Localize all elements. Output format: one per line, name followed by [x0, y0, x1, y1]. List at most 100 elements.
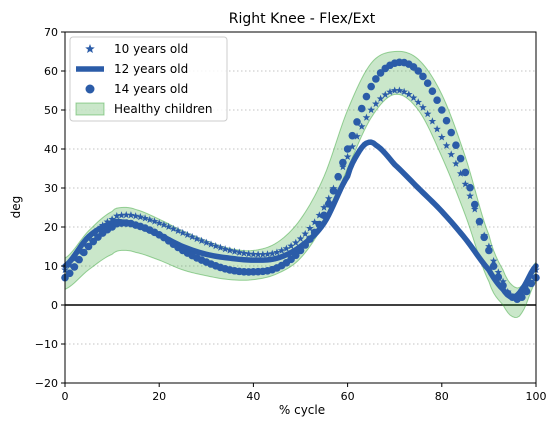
x-tick-label: 0	[62, 390, 69, 403]
data-point	[131, 212, 140, 220]
data-point	[145, 215, 154, 224]
data-point	[75, 255, 83, 264]
x-tick-label: 80	[435, 390, 449, 403]
data-point	[310, 218, 319, 226]
y-tick-label: 0	[51, 299, 58, 312]
data-point	[150, 217, 159, 225]
data-point	[372, 75, 380, 83]
data-point	[475, 217, 484, 226]
data-point	[489, 256, 498, 265]
data-point	[84, 242, 93, 251]
y-tick-label: 40	[44, 143, 58, 156]
legend-marker-circle	[85, 84, 95, 94]
data-point	[419, 103, 427, 111]
data-point	[480, 233, 488, 242]
data-point	[108, 215, 116, 223]
data-point	[456, 169, 465, 177]
y-tick-label: 30	[44, 182, 58, 195]
data-point	[339, 163, 347, 171]
data-point	[485, 246, 493, 255]
data-point	[324, 194, 333, 202]
legend-marker-band	[75, 102, 105, 116]
data-point	[329, 187, 338, 195]
data-point	[348, 131, 357, 140]
data-point	[254, 250, 262, 258]
data-point	[291, 238, 300, 246]
data-point	[470, 200, 479, 209]
plot-frame	[64, 31, 537, 384]
data-point	[367, 82, 375, 91]
data-point	[442, 116, 451, 125]
data-point	[127, 211, 135, 219]
data-point	[306, 235, 314, 243]
y-tick-label: 20	[44, 221, 58, 234]
legend-label: Healthy children	[114, 102, 212, 116]
x-tick-label: 20	[152, 390, 166, 403]
data-point	[183, 230, 192, 239]
data-point	[155, 219, 163, 227]
data-point	[357, 122, 366, 130]
data-point	[527, 279, 536, 288]
data-point	[485, 242, 493, 250]
data-point	[386, 87, 394, 96]
data-point	[494, 273, 503, 281]
series-group	[61, 58, 540, 303]
data-point	[291, 251, 300, 260]
chart-title: Right Knee - Flex/Ext	[229, 11, 376, 27]
data-point	[164, 222, 173, 231]
data-point	[461, 180, 470, 188]
data-point	[367, 106, 375, 114]
data-point	[320, 211, 328, 220]
data-point	[296, 246, 305, 255]
data-point	[197, 236, 206, 245]
data-point	[395, 86, 404, 94]
data-point	[296, 234, 305, 242]
data-point	[202, 238, 211, 246]
data-point	[466, 183, 474, 192]
data-point	[489, 262, 498, 270]
data-point	[376, 69, 385, 77]
data-point	[357, 104, 366, 113]
data-point	[362, 92, 371, 101]
data-point	[447, 150, 456, 158]
data-point	[169, 224, 178, 233]
data-point	[160, 220, 168, 229]
data-point	[65, 269, 74, 278]
y-tick-label: −20	[35, 377, 58, 390]
data-point	[174, 226, 182, 235]
data-point	[423, 109, 432, 118]
data-point	[409, 93, 418, 102]
data-point	[433, 96, 441, 105]
data-point	[240, 249, 248, 257]
y-axis-label: deg	[9, 196, 23, 219]
data-point	[193, 234, 201, 243]
data-point	[282, 244, 291, 252]
data-point	[494, 268, 503, 276]
data-point	[141, 214, 149, 222]
legend-label: 14 years old	[114, 82, 188, 96]
data-point	[428, 87, 437, 96]
data-point	[310, 228, 319, 237]
data-point	[423, 79, 432, 88]
data-point	[372, 99, 380, 108]
data-point	[522, 287, 531, 296]
data-point	[343, 152, 352, 161]
data-point	[381, 90, 390, 98]
y-tick-label: −10	[35, 338, 58, 351]
data-point	[442, 141, 451, 149]
data-point	[456, 154, 465, 163]
data-point	[249, 250, 258, 258]
x-tick-label: 60	[341, 390, 355, 403]
data-point	[452, 159, 460, 167]
data-point	[113, 211, 121, 220]
legend-label: 10 years old	[114, 42, 188, 56]
legend-label: 12 years old	[114, 62, 188, 76]
data-point	[207, 240, 215, 248]
data-point	[287, 241, 295, 250]
data-point	[80, 248, 88, 257]
data-point	[438, 106, 446, 114]
data-point	[428, 117, 437, 125]
data-point	[136, 213, 145, 221]
data-point	[390, 86, 399, 94]
data-point	[419, 72, 427, 81]
